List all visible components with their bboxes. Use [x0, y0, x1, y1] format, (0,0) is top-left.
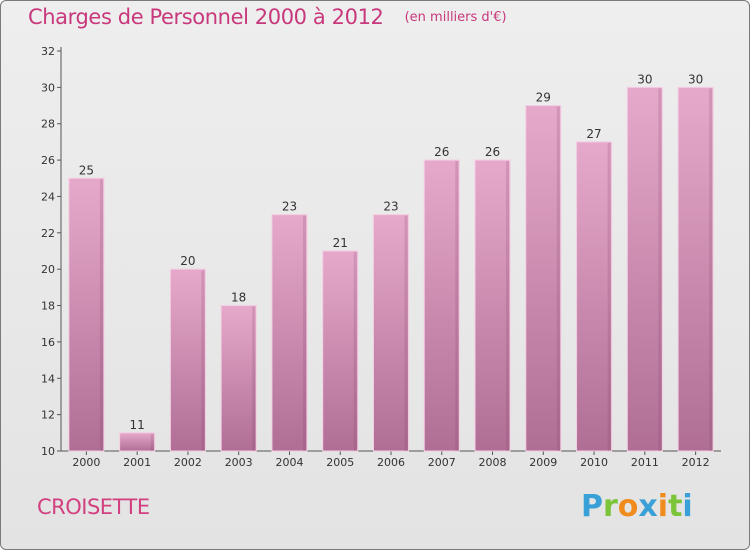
bar-value-label: 20 — [180, 254, 195, 268]
y-tick-label: 16 — [41, 336, 55, 349]
y-tick-label: 14 — [41, 372, 55, 385]
bar-value-label: 18 — [231, 291, 246, 305]
bar-value-label: 25 — [79, 163, 94, 177]
bar — [474, 159, 511, 452]
y-tick-label: 10 — [41, 445, 55, 458]
bar-value-label: 23 — [383, 200, 398, 214]
bar-value-label: 26 — [434, 145, 449, 159]
bar-value-label: 23 — [282, 200, 297, 214]
bar-shade — [404, 215, 408, 451]
bar-shade — [353, 252, 357, 451]
bar-value-label: 26 — [485, 145, 500, 159]
bar-shade — [556, 106, 560, 451]
x-tick-label: 2006 — [377, 456, 405, 469]
bar — [423, 159, 460, 452]
bar-shade — [658, 88, 662, 451]
logo-letter: i — [682, 489, 693, 524]
bar — [626, 86, 663, 452]
logo-letter: P — [581, 489, 603, 524]
y-tick-label: 22 — [41, 227, 55, 240]
bar-shade — [607, 142, 611, 451]
y-tick-label: 32 — [41, 45, 55, 58]
bar — [169, 268, 206, 452]
chart-subtitle: (en milliers d'€) — [404, 10, 507, 25]
y-tick-label: 28 — [41, 118, 55, 131]
y-tick-label: 18 — [41, 300, 55, 313]
y-tick-label: 26 — [41, 154, 55, 167]
bar-shade — [709, 88, 713, 451]
x-tick-label: 2005 — [326, 456, 354, 469]
bar-value-label: 11 — [130, 418, 145, 432]
logo-letter: o — [617, 489, 639, 524]
logo-letter: x — [638, 489, 658, 524]
y-tick-label: 30 — [41, 81, 55, 94]
x-tick-label: 2003 — [225, 456, 253, 469]
y-tick-label: 24 — [41, 190, 55, 203]
bar — [677, 86, 714, 452]
proxiti-logo[interactable]: Proxiti — [581, 489, 693, 524]
bar-shade — [252, 306, 256, 451]
logo-letter: t — [668, 489, 683, 524]
x-tick-label: 2009 — [529, 456, 557, 469]
bar-shade — [150, 433, 154, 451]
y-tick-label: 20 — [41, 263, 55, 276]
bar-value-label: 27 — [586, 127, 601, 141]
bar — [525, 105, 562, 452]
bar-shade — [302, 215, 306, 451]
bar-shade — [455, 161, 459, 451]
place-name: CROISETTE — [37, 495, 150, 519]
bar — [220, 305, 257, 452]
bar-value-label: 29 — [536, 91, 551, 105]
logo-letter: i — [657, 489, 669, 524]
bar — [322, 250, 359, 452]
bar-value-label: 30 — [688, 72, 703, 86]
bar-shade — [201, 270, 205, 451]
bar-shade — [99, 179, 103, 452]
x-tick-label: 2001 — [123, 456, 151, 469]
x-tick-label: 2007 — [428, 456, 456, 469]
bars — [68, 86, 714, 452]
y-tick-label: 12 — [41, 409, 55, 422]
x-tick-label: 2000 — [72, 456, 100, 469]
chart-heading: Charges de Personnel 2000 à 2012 (en mil… — [28, 5, 507, 29]
x-tick-label: 2008 — [479, 456, 507, 469]
x-tick-label: 2012 — [682, 456, 710, 469]
x-tick-label: 2010 — [580, 456, 608, 469]
bar — [119, 432, 156, 452]
x-tick-label: 2011 — [631, 456, 659, 469]
bar-shade — [506, 161, 510, 451]
bar — [271, 214, 308, 452]
x-tick-label: 2002 — [174, 456, 202, 469]
bar — [576, 141, 613, 452]
chart-title: Charges de Personnel 2000 à 2012 — [28, 5, 384, 29]
data-labels: 25 11 20 18 23 21 23 26 26 29 27 30 30 — [79, 72, 704, 431]
bar — [372, 214, 410, 452]
logo-letter: r — [603, 489, 618, 524]
bar-value-label: 21 — [333, 236, 348, 250]
x-tick-label: 2004 — [275, 456, 303, 469]
bar-value-label: 30 — [637, 72, 652, 86]
bar — [68, 177, 105, 452]
axes: 10 12 14 16 18 20 22 24 26 28 30 32 2000 2001 2002 2003… — [41, 45, 721, 469]
